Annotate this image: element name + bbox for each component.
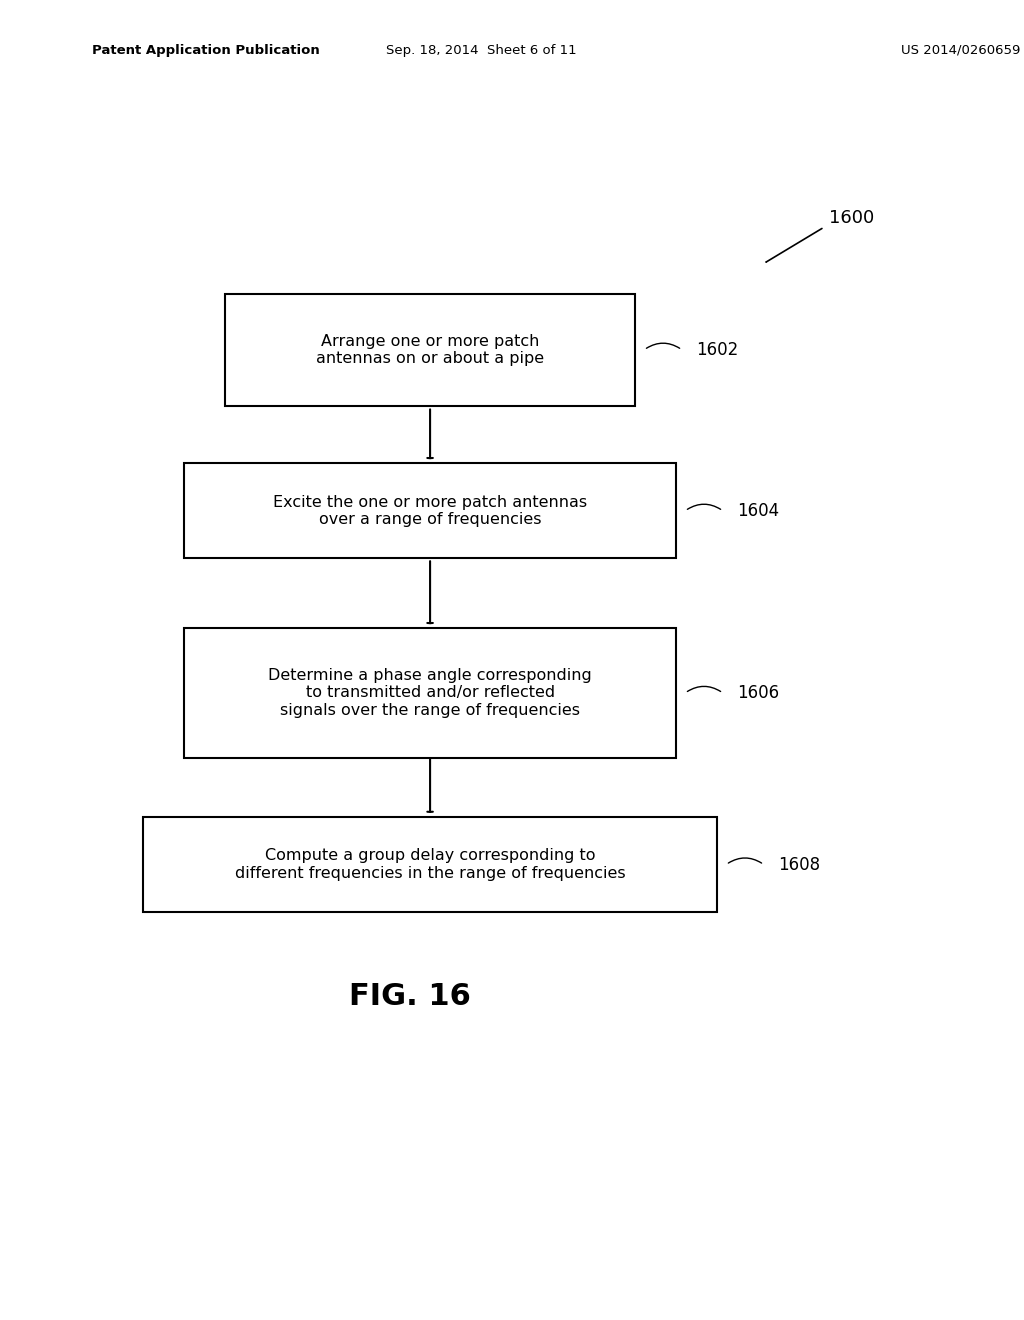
Text: Arrange one or more patch
antennas on or about a pipe: Arrange one or more patch antennas on or… — [316, 334, 544, 366]
Text: 1606: 1606 — [737, 684, 779, 702]
Text: 1600: 1600 — [829, 209, 874, 227]
Text: Sep. 18, 2014  Sheet 6 of 11: Sep. 18, 2014 Sheet 6 of 11 — [386, 44, 577, 57]
Text: FIG. 16: FIG. 16 — [348, 982, 471, 1011]
Text: 1608: 1608 — [778, 855, 820, 874]
FancyArrowPatch shape — [766, 228, 822, 261]
FancyBboxPatch shape — [143, 817, 717, 912]
Text: 1602: 1602 — [696, 341, 738, 359]
FancyBboxPatch shape — [225, 294, 635, 407]
FancyBboxPatch shape — [184, 628, 676, 758]
Text: Excite the one or more patch antennas
over a range of frequencies: Excite the one or more patch antennas ov… — [273, 495, 587, 527]
Text: Determine a phase angle corresponding
to transmitted and/or reflected
signals ov: Determine a phase angle corresponding to… — [268, 668, 592, 718]
Text: Compute a group delay corresponding to
different frequencies in the range of fre: Compute a group delay corresponding to d… — [234, 849, 626, 880]
FancyBboxPatch shape — [184, 463, 676, 558]
Text: Patent Application Publication: Patent Application Publication — [92, 44, 319, 57]
Text: 1604: 1604 — [737, 502, 779, 520]
Text: US 2014/0260659 A1: US 2014/0260659 A1 — [901, 44, 1024, 57]
